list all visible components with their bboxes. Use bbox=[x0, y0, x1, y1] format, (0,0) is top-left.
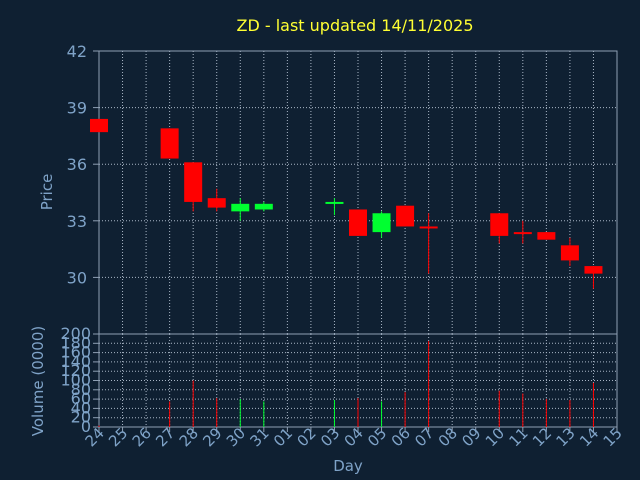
price-tick-label: 36 bbox=[67, 155, 87, 174]
x-tick-label: 05 bbox=[364, 424, 390, 450]
volume-tick-label: 20 bbox=[71, 408, 91, 427]
candle-body bbox=[90, 118, 108, 133]
candle-body bbox=[207, 198, 226, 208]
volume-tick-label: 120 bbox=[60, 361, 91, 380]
price-tick-label: 42 bbox=[67, 42, 87, 61]
price-axis-label: Price bbox=[38, 174, 56, 211]
x-tick-label: 28 bbox=[176, 424, 202, 450]
x-tick-label: 04 bbox=[341, 424, 367, 450]
volume-panel: 0204060801001201401601802002425262728293… bbox=[60, 324, 625, 450]
volume-tick-label: 40 bbox=[71, 398, 91, 417]
volume-tick-label: 160 bbox=[60, 343, 91, 362]
candle-body bbox=[160, 128, 179, 159]
x-tick-label: 31 bbox=[246, 424, 272, 450]
volume-tick-label: 80 bbox=[71, 380, 91, 399]
volume-tick-label: 60 bbox=[71, 389, 91, 408]
candle-body bbox=[396, 205, 415, 227]
candle-body bbox=[537, 232, 556, 240]
x-tick-label: 03 bbox=[317, 424, 343, 450]
x-tick-label: 27 bbox=[152, 424, 178, 450]
x-tick-label: 01 bbox=[270, 424, 296, 450]
x-tick-label: 02 bbox=[294, 424, 320, 450]
volume-tick-label: 200 bbox=[60, 324, 91, 343]
x-tick-label: 09 bbox=[458, 424, 484, 450]
x-tick-label: 14 bbox=[576, 424, 602, 450]
x-axis-label: Day bbox=[333, 457, 363, 475]
x-tick-label: 25 bbox=[105, 424, 131, 450]
x-tick-label: 13 bbox=[553, 424, 579, 450]
candle-body bbox=[325, 201, 344, 204]
x-tick-label: 15 bbox=[600, 424, 626, 450]
x-tick-label: 06 bbox=[388, 424, 414, 450]
volume-tick-label: 0 bbox=[81, 417, 91, 436]
price-tick-label: 39 bbox=[67, 99, 87, 118]
x-tick-label: 26 bbox=[129, 424, 155, 450]
chart-title: ZD - last updated 14/11/2025 bbox=[236, 16, 473, 35]
x-tick-label: 11 bbox=[505, 424, 531, 450]
x-tick-label: 07 bbox=[411, 424, 437, 450]
volume-tick-label: 140 bbox=[60, 352, 91, 371]
candle-body bbox=[372, 213, 391, 233]
volume-tick-label: 180 bbox=[60, 333, 91, 352]
candle-body bbox=[254, 203, 273, 210]
price-tick-label: 30 bbox=[67, 268, 87, 287]
candle-body bbox=[349, 209, 367, 236]
volume-axis-label: Volume (0000) bbox=[29, 326, 47, 436]
x-tick-label: 08 bbox=[435, 424, 461, 450]
candle-body bbox=[560, 245, 579, 261]
price-panel: 30 33 36 39 42 bbox=[67, 42, 618, 335]
candle-body bbox=[419, 226, 438, 229]
candle-body bbox=[231, 203, 250, 212]
x-tick-label: 12 bbox=[529, 424, 555, 450]
volume-tick-label: 100 bbox=[60, 371, 91, 390]
price-tick-label: 33 bbox=[67, 212, 87, 231]
x-tick-label: 30 bbox=[223, 424, 249, 450]
candle-body bbox=[490, 213, 509, 236]
candle-body bbox=[513, 232, 532, 235]
candle-body bbox=[184, 162, 203, 202]
x-tick-label: 29 bbox=[199, 424, 225, 450]
x-tick-label: 10 bbox=[482, 424, 508, 450]
candle-body bbox=[584, 266, 603, 274]
